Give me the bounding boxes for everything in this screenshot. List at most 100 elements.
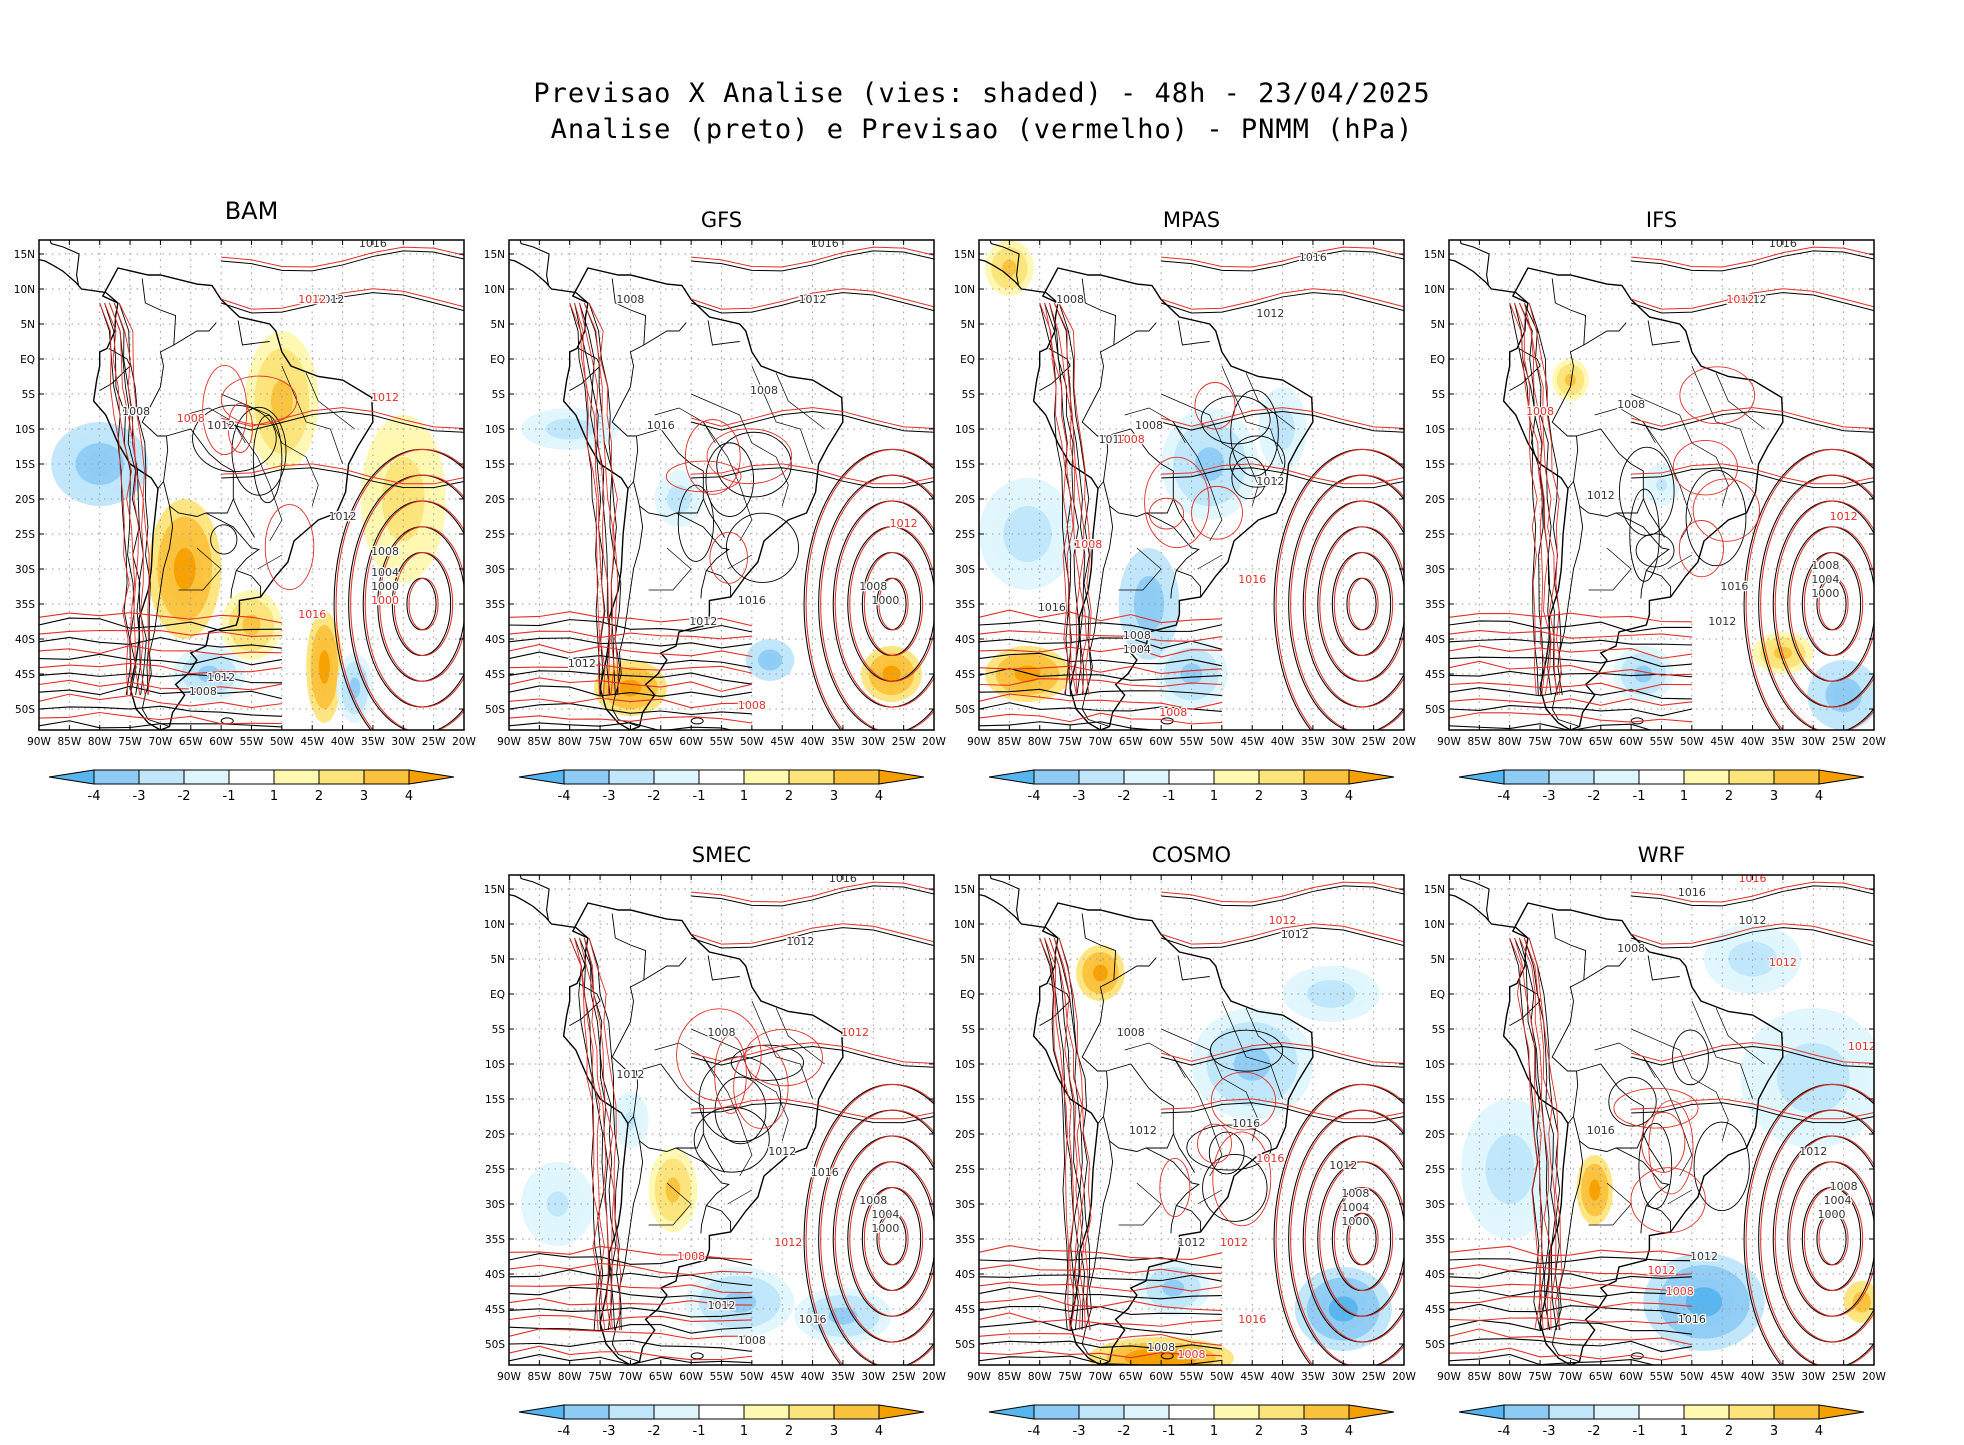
isobar-forecast [805,1083,934,1365]
y-tick-label: 20S [15,494,35,506]
y-tick-label: 5S [22,389,36,401]
colorbar-label: 3 [1770,1424,1778,1439]
analysis-contour-label: 1012 [1708,615,1736,628]
colorbar-segment [1638,769,1685,785]
x-tick-label: 60W [1619,736,1643,748]
isobar-forecast [99,302,130,696]
isobar-forecast [691,1098,934,1120]
analysis-contour-label: 1004 [371,566,399,579]
x-tick-label: 35W [361,736,385,748]
y-tick-label: 25S [955,1164,975,1176]
forecast-contour-label: 1012 [298,293,326,306]
isobar-forecast [588,937,622,1331]
isobar-analysis [39,705,282,717]
isobar-analysis [220,292,464,314]
x-tick-label: 80W [1498,736,1522,748]
isobar-analysis [1208,1131,1245,1175]
colorbar-label: 3 [830,789,838,804]
colorbar-label: 2 [1725,789,1733,804]
y-tick-label: 25S [1425,1164,1445,1176]
isobar-forecast [364,500,464,708]
isobar-forecast [39,612,282,624]
colorbar-segment [1638,1404,1685,1420]
isobar-forecast [1631,881,1874,903]
analysis-contour-label: 1016 [799,1313,827,1326]
y-tick-label: 45S [15,669,35,681]
colorbar-label: 4 [1815,789,1823,804]
isobar-forecast [578,937,612,1331]
forecast-contour-label: 1012 [774,1236,802,1249]
x-tick-label: 25W [892,736,916,748]
analysis-contour-label: 1012 [786,935,814,948]
colorbar-label: -3 [603,1424,616,1439]
colorbar-segment [1458,1404,1505,1420]
isobar-forecast [509,664,752,674]
isobar-forecast [1210,1071,1277,1131]
isobar-forecast [509,1328,752,1340]
colorbar-label: 2 [1255,1424,1263,1439]
isobar-analysis [509,1269,752,1287]
x-tick-label: 85W [1467,736,1491,748]
analysis-contour-label: 1008 [738,1334,766,1347]
x-tick-label: 70W [1559,736,1583,748]
isobar-forecast [684,419,741,495]
isobar-analysis [1449,1338,1692,1353]
colorbar-segment [1303,1404,1350,1420]
analysis-contour-label: 1016 [1720,580,1748,593]
analysis-contour-label: 1012 [1129,1124,1157,1137]
analysis-contour-label: 1008 [1123,629,1151,642]
isobar-analysis [1053,302,1086,696]
isobar-forecast [1774,1135,1874,1343]
bias-shade-smec-2 [665,1177,681,1203]
analysis-contour-label: 1008 [1135,419,1163,432]
analysis-contour-label: 1016 [1299,251,1327,264]
isobar-analysis [509,702,752,716]
isobar-analysis [1519,302,1552,696]
isobar-forecast [509,1245,752,1261]
colorbar-label: -4 [1028,1424,1041,1439]
isobar-forecast [509,643,752,658]
x-tick-label: 50W [1210,1371,1234,1383]
colorbar-label: -2 [648,1424,661,1439]
isobar-forecast [227,402,253,453]
isobar-forecast [1449,630,1692,639]
isobar-analysis [979,652,1222,667]
isobar-forecast [1509,937,1541,1331]
isobar-analysis [509,670,752,685]
y-tick-label: 15S [485,459,505,471]
isobar-analysis [1200,395,1271,445]
y-tick-label: 15S [955,459,975,471]
y-tick-label: 20S [1425,494,1445,506]
analysis-contour-label: 1012 [708,1299,736,1312]
analysis-contour-label: 1000 [871,1222,899,1235]
colorbar-segment [1213,769,1260,785]
isobar-forecast [1760,474,1874,730]
colorbar-segment [48,769,95,785]
colorbar-segment [1728,769,1775,785]
x-tick-label: 25W [1832,736,1856,748]
isobar-analysis [113,302,147,696]
analysis-contour-label: 1012 [1690,1250,1718,1263]
colorbar-label: 4 [1345,789,1353,804]
analysis-contour-label: 1000 [1341,1215,1369,1228]
colorbar-label: -2 [648,789,661,804]
colorbar-segment [1033,1404,1080,1420]
bias-shade-ifs-4 [1656,478,1667,492]
isobar-analysis [979,1274,1222,1282]
x-tick-label: 75W [118,736,142,748]
y-tick-label: 10N [954,284,975,296]
isobar-analysis [39,685,282,700]
isobar-forecast [1613,1087,1699,1129]
isobar-forecast [1818,1212,1849,1266]
isobar-analysis [1631,411,1874,433]
isobar-analysis [231,406,287,496]
colorbar-segment [1458,769,1505,785]
colorbar-segment [518,769,565,785]
colorbar-label: 3 [1300,789,1308,804]
isobar-forecast [1789,526,1874,682]
analysis-contour-label: 1012 [1178,1236,1206,1249]
y-tick-label: 15N [1424,249,1445,261]
isobar-forecast [1672,439,1738,496]
isobar-analysis [1331,551,1392,657]
forecast-contour-label: 1012 [1726,293,1754,306]
